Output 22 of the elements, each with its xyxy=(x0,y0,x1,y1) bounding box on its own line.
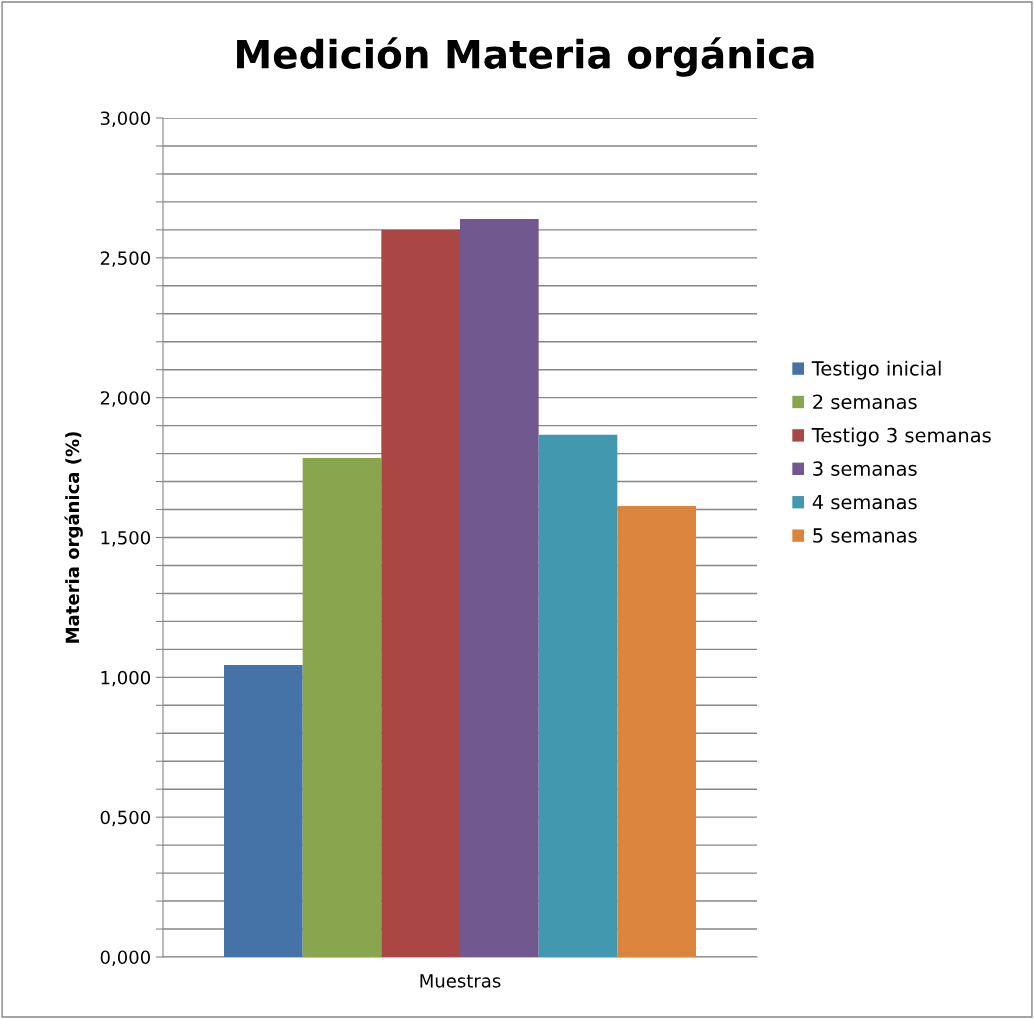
y-axis-title: Materia orgánica (%) xyxy=(64,432,83,643)
legend-label: Testigo 3 semanas xyxy=(811,427,991,447)
y-tick-label: 2,500 xyxy=(100,251,150,267)
legend-label: 2 semanas xyxy=(813,394,917,410)
bar xyxy=(302,458,382,957)
y-tick-label: 3,000 xyxy=(100,111,150,127)
legend-label: 3 semanas xyxy=(813,461,917,476)
y-tick-label: 2,000 xyxy=(100,391,150,407)
chart-title: Medición Materia orgánica xyxy=(237,37,814,77)
bar xyxy=(224,665,303,957)
x-tick-label: Muestras xyxy=(420,974,501,988)
legend-label: Testigo inicial xyxy=(811,360,941,380)
y-tick-label: 0,000 xyxy=(100,950,150,966)
bar xyxy=(460,218,539,957)
y-tick-label: 1,000 xyxy=(101,670,150,687)
bar xyxy=(617,505,696,957)
legend-label: 4 semanas xyxy=(812,494,917,510)
y-tick-label: 0,500 xyxy=(100,810,150,827)
y-tick-label: 1,500 xyxy=(101,530,150,547)
bar xyxy=(538,434,618,957)
bar xyxy=(381,229,460,957)
legend-label: 5 semanas xyxy=(813,528,917,543)
